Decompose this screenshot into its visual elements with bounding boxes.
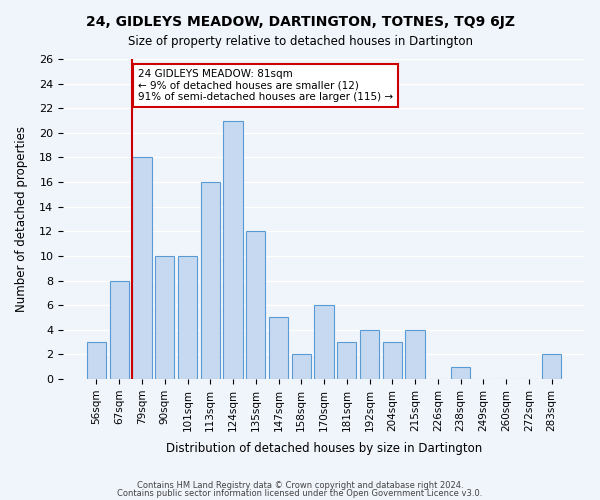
Bar xyxy=(269,318,288,379)
Bar xyxy=(292,354,311,379)
Text: Size of property relative to detached houses in Dartington: Size of property relative to detached ho… xyxy=(128,35,473,48)
Bar xyxy=(155,256,175,379)
Bar xyxy=(200,182,220,379)
Bar xyxy=(133,158,152,379)
Bar xyxy=(246,232,265,379)
Bar xyxy=(314,305,334,379)
Text: Contains HM Land Registry data © Crown copyright and database right 2024.: Contains HM Land Registry data © Crown c… xyxy=(137,481,463,490)
Bar xyxy=(383,342,402,379)
Text: Contains public sector information licensed under the Open Government Licence v3: Contains public sector information licen… xyxy=(118,488,482,498)
X-axis label: Distribution of detached houses by size in Dartington: Distribution of detached houses by size … xyxy=(166,442,482,455)
Bar xyxy=(360,330,379,379)
Bar xyxy=(110,280,129,379)
Y-axis label: Number of detached properties: Number of detached properties xyxy=(15,126,28,312)
Text: 24, GIDLEYS MEADOW, DARTINGTON, TOTNES, TQ9 6JZ: 24, GIDLEYS MEADOW, DARTINGTON, TOTNES, … xyxy=(86,15,515,29)
Bar xyxy=(223,120,242,379)
Bar xyxy=(542,354,561,379)
Text: 24 GIDLEYS MEADOW: 81sqm
← 9% of detached houses are smaller (12)
91% of semi-de: 24 GIDLEYS MEADOW: 81sqm ← 9% of detache… xyxy=(138,69,393,102)
Bar xyxy=(178,256,197,379)
Bar xyxy=(87,342,106,379)
Bar xyxy=(451,366,470,379)
Bar xyxy=(337,342,356,379)
Bar xyxy=(406,330,425,379)
